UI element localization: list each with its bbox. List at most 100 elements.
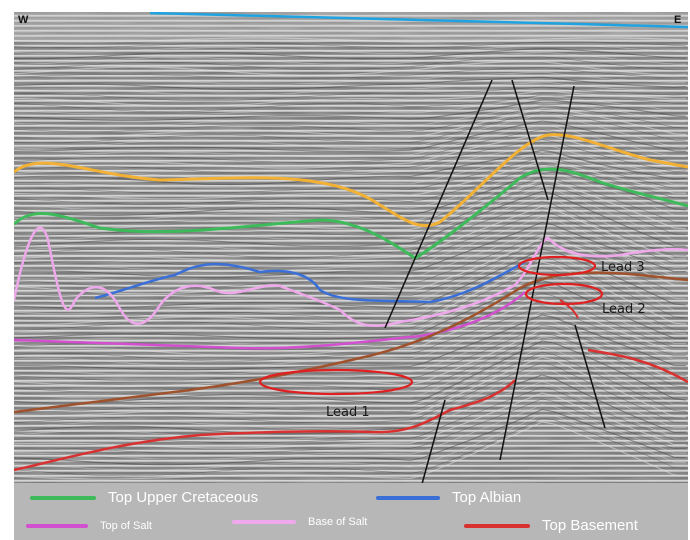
- reflector-line: [14, 346, 687, 407]
- reflector-line: [14, 195, 686, 253]
- horizon-top-basement-east: [587, 348, 688, 384]
- reflector-line: [14, 99, 687, 121]
- horizon-top-basement-fragment: [559, 299, 579, 319]
- reflector-line: [14, 172, 687, 222]
- reflector-line: [14, 417, 687, 477]
- reflector-line: [14, 152, 687, 188]
- reflector-line: [14, 76, 687, 91]
- fault-line: [421, 399, 446, 484]
- reflector-line: [14, 56, 686, 71]
- reflector-line: [14, 179, 687, 231]
- reflector-line: [14, 67, 687, 79]
- reflector-line: [14, 240, 687, 298]
- horizon-orange: [14, 133, 688, 228]
- lead-1-outline: [258, 368, 414, 396]
- legend-swatch: [464, 523, 530, 528]
- reflector-line: [14, 205, 687, 262]
- reflector-line: [14, 305, 687, 362]
- reflector-line: [14, 144, 687, 180]
- reflector-line: [14, 90, 687, 107]
- reflector-line: [14, 333, 687, 393]
- reflector-line: [14, 111, 687, 143]
- reflector-line: [14, 186, 687, 241]
- reflector-line: [14, 48, 687, 60]
- horizon-top-basement: [14, 379, 516, 472]
- reflector-line: [14, 149, 687, 186]
- reflector-line: [14, 164, 687, 205]
- reflector-line: [14, 41, 687, 48]
- reflector-line: [14, 274, 687, 334]
- legend-swatch: [30, 495, 96, 500]
- legend: Top Upper Cretaceous Top Albian Top of S…: [14, 483, 688, 540]
- reflector-line: [14, 216, 687, 272]
- reflector-line: [14, 45, 687, 54]
- fault-line: [574, 324, 606, 429]
- reflector-line: [14, 37, 687, 43]
- legend-label: Top of Salt: [100, 520, 152, 532]
- reflector-line: [14, 362, 687, 423]
- horizon-seabed: [149, 12, 688, 29]
- legend-swatch: [232, 520, 296, 524]
- reflector-line: [14, 314, 687, 371]
- legend-label: Top Upper Cretaceous: [108, 489, 259, 506]
- reflector-line: [14, 102, 687, 127]
- reflector-line: [14, 108, 687, 138]
- horizon-base-of-salt: [14, 226, 688, 328]
- fault-line: [384, 79, 493, 329]
- reflector-line: [14, 381, 687, 440]
- reflector-line: [14, 324, 687, 382]
- reflector-line: [14, 81, 687, 96]
- reflector-lines: [14, 37, 687, 480]
- horizon-top-albian: [94, 260, 526, 304]
- reflector-line: [14, 253, 687, 314]
- lead-3-label: Lead 3: [601, 260, 645, 275]
- legend-item-top-albian: Top Albian: [376, 489, 521, 506]
- lead-2-outline: [524, 282, 604, 306]
- horizon-top-of-salt: [14, 291, 526, 350]
- reflector-line: [14, 413, 687, 471]
- legend-item-top-of-salt: Top of Salt: [26, 520, 152, 532]
- reflector-line: [14, 386, 687, 443]
- reflector-line: [14, 227, 687, 283]
- reflector-line: [14, 114, 687, 149]
- legend-label: Top Albian: [452, 489, 522, 506]
- reflector-line: [14, 96, 687, 116]
- legend-item-top-upper-cretaceous: Top Upper Cretaceous: [30, 489, 258, 506]
- reflector-line: [14, 52, 687, 65]
- reflector-line: [14, 232, 687, 289]
- reflector-line: [14, 408, 687, 466]
- lead-1-label: Lead 1: [326, 405, 370, 420]
- legend-item-top-basement: Top Basement: [464, 517, 638, 534]
- reflector-line: [14, 351, 687, 412]
- reflector-line: [14, 368, 687, 429]
- reflector-line: [14, 340, 687, 404]
- reflector-line: [14, 124, 687, 158]
- horizon-brown: [14, 271, 688, 414]
- reflector-line: [14, 267, 687, 331]
- reflector-line: [14, 201, 687, 258]
- lead-3-outline: [517, 255, 597, 277]
- east-label: E: [674, 14, 682, 26]
- lead-2-label: Lead 2: [602, 302, 646, 317]
- reflector-line: [14, 280, 687, 340]
- legend-swatch: [376, 495, 440, 500]
- reflector-line: [14, 221, 687, 278]
- reflector-line: [14, 105, 687, 132]
- reflector-line: [14, 94, 686, 113]
- legend-label: Base of Salt: [308, 516, 368, 528]
- reflector-line: [14, 248, 687, 309]
- legend-item-base-of-salt: Base of Salt: [232, 516, 367, 528]
- reflector-line: [14, 404, 687, 460]
- reflector-line: [14, 356, 687, 418]
- legend-swatch: [26, 524, 88, 528]
- reflector-line: [14, 61, 687, 76]
- reflector-line: [14, 210, 687, 267]
- legend-label: Top Basement: [542, 517, 638, 534]
- reflector-line: [14, 71, 687, 85]
- reflector-line: [14, 398, 686, 454]
- reflector-line: [14, 328, 687, 387]
- reflector-line: [14, 169, 687, 216]
- reflector-line: [14, 311, 687, 367]
- reflector-line: [14, 156, 686, 194]
